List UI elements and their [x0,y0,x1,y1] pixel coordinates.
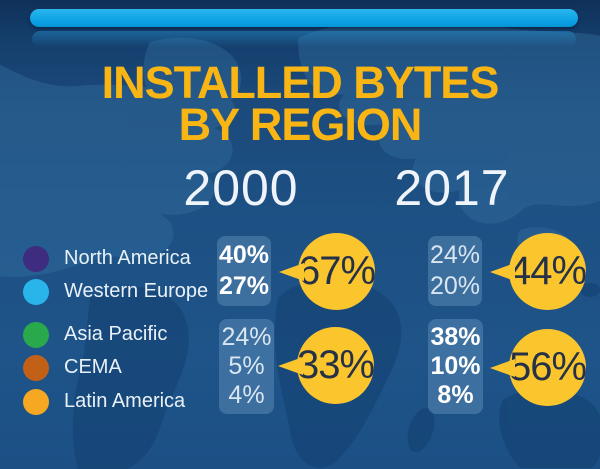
aggregate-value: 33% [296,343,375,387]
value-box-2017-group1: 24% 20% [428,236,482,306]
value-2017-asia-pacific: 38% [430,323,481,351]
value-2000-western-europe: 27% [218,271,270,300]
value-2017-north-america: 24% [429,241,481,270]
value-box-2000-group1: 40% 27% [217,236,271,306]
value-2000-asia-pacific: 24% [221,323,272,351]
legend-item-north-america: North America [23,245,191,272]
legend-label: Western Europe [64,280,209,302]
aggregate-value: 56% [508,345,587,389]
value-box-2000-group2: 24% 5% 4% [219,319,274,414]
legend-label: Asia Pacific [64,323,168,345]
top-accent-bar-reflection [32,31,576,47]
legend-label: Latin America [64,390,186,412]
value-2000-latin-america: 4% [228,381,265,409]
legend-dot-latin-america [23,388,49,415]
aggregate-value: 67% [297,249,376,293]
value-2017-western-europe: 20% [429,271,481,300]
value-2000-cema: 5% [228,352,265,380]
aggregate-bubble-2017-group1: 44% [508,233,587,310]
top-accent-bar [30,9,578,27]
aggregate-value: 44% [508,249,587,293]
aggregate-bubble-2000-group2: 33% [296,327,375,404]
title-line-2: BY REGION [178,99,423,150]
legend-dot-western-europe [23,278,49,305]
legend-dot-north-america [23,245,49,272]
value-2000-north-america: 40% [218,241,270,270]
legend-item-cema: CEMA [23,354,122,381]
legend-item-asia-pacific: Asia Pacific [23,321,167,348]
legend-label: CEMA [64,356,122,378]
title-line-1: INSTALLED BYTES [101,57,500,108]
infographic-title: INSTALLED BYTES BY REGION [0,57,600,150]
column-header-2000: 2000 [183,160,299,216]
aggregate-bubble-2000-group1: 67% [297,233,376,310]
legend-dot-asia-pacific [23,321,49,348]
value-box-2017-group2: 38% 10% 8% [428,319,483,414]
value-2017-cema: 10% [430,352,481,380]
column-header-2017: 2017 [394,160,510,216]
legend-label: North America [64,247,191,269]
aggregate-bubble-2017-group2: 56% [508,329,587,406]
legend-item-western-europe: Western Europe [23,278,208,305]
value-2017-latin-america: 8% [437,381,474,409]
legend-item-latin-america: Latin America [23,388,185,415]
legend-dot-cema [23,354,49,381]
